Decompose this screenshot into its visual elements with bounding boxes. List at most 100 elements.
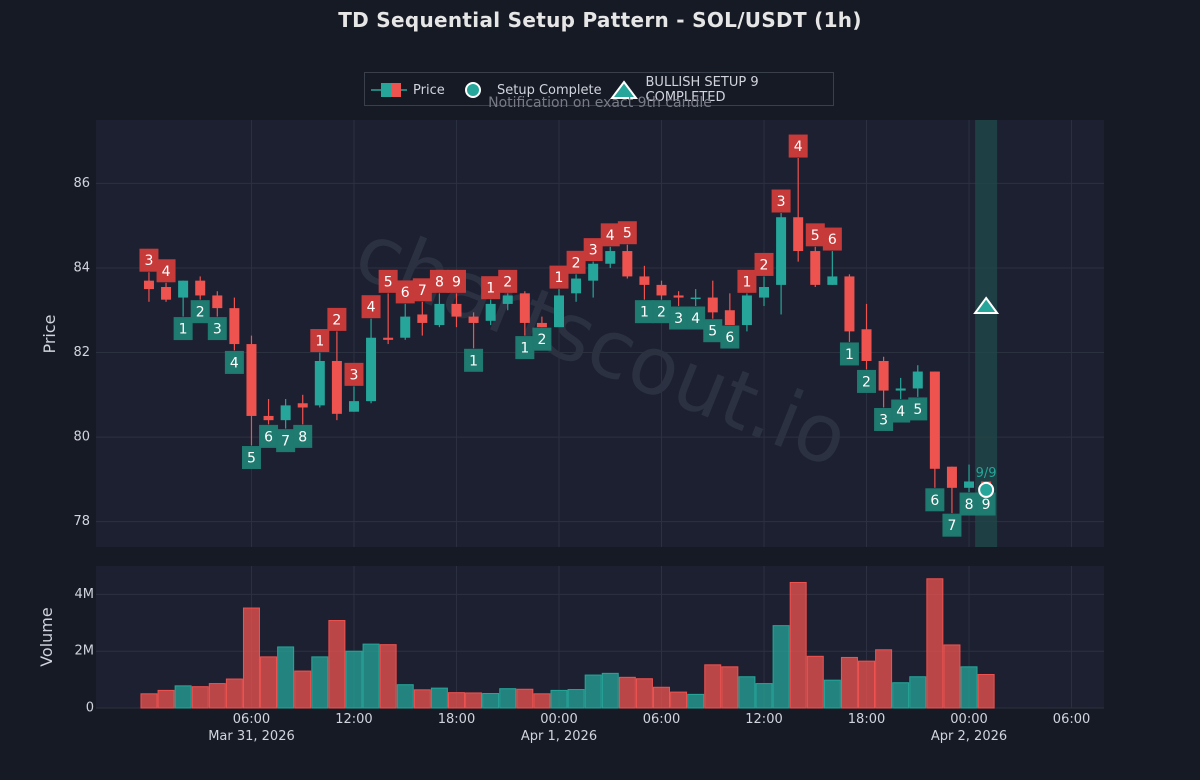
candle-body [143,280,154,290]
td-count-label: 8 [959,492,979,516]
volume-bar [806,655,824,709]
volume-tick-label: 0 [86,701,94,716]
td-count-label: 6 [925,488,945,512]
td-count-label: 1 [481,276,501,300]
td-count-number: 4 [162,264,171,280]
td-count-number: 2 [572,255,581,271]
candle-body [981,481,992,490]
volume-bar [584,674,602,709]
legend-item-setup-complete[interactable]: Setup Complete [461,73,602,107]
td-count-label: 3 [583,238,603,262]
td-count-number: 2 [657,305,666,321]
td-count-number: 9 [982,497,991,513]
td-count-label: 1 [634,300,654,324]
legend-label-price: Price [413,82,445,98]
volume-bar [858,660,876,709]
volume-bar [140,693,158,709]
volume-bar [499,688,517,709]
date-tick-label: Mar 31, 2026 [208,729,295,744]
candle-body [212,295,223,309]
candle-body [810,251,821,285]
td-count-number: 3 [879,412,888,428]
td-count-box [429,269,449,293]
candle-body [605,251,616,264]
volume-tick-label: 2M [75,644,95,659]
td-count-number: 7 [281,434,290,450]
td-count-label: 4 [156,259,176,283]
volume-bar [396,684,414,709]
candle-body [502,295,513,304]
candle-body [861,329,872,361]
volume-bar [550,689,568,709]
td-count-number: 1 [179,322,188,338]
td-count-box [771,189,791,213]
td-count-number: 3 [777,194,786,210]
time-tick-label: 00:00 [950,712,987,727]
candle-body [383,337,394,340]
td-count-label: 2 [566,250,586,274]
td-count-box [412,278,432,302]
candle-body [485,303,496,321]
candle-body [161,286,172,300]
time-tick-label: 18:00 [438,712,475,727]
td-count-label: 3 [771,189,791,213]
td-count-number: 3 [350,367,359,383]
volume-bar [345,650,363,709]
td-count-number: 5 [811,228,820,244]
candle-body [878,360,889,391]
td-count-label: 3 [344,362,364,386]
legend-item-bullish-setup[interactable]: BULLISH SETUP 9 COMPLETED [609,73,833,107]
price-tick-label: 86 [73,176,90,191]
td-count-number: 8 [965,497,974,513]
td-count-box [908,397,928,421]
td-count-box [652,300,672,324]
td-count-box [190,300,210,324]
candle-body [588,263,599,281]
legend-label-setup-complete: Setup Complete [497,82,602,98]
td-count-box [566,250,586,274]
td-count-box [139,248,159,272]
td-count-box [634,300,654,324]
legend-item-price[interactable]: Price [371,73,445,107]
date-tick-label: Apr 2, 2026 [931,729,1007,744]
candle-body [912,371,923,389]
td-count-number: 9 [452,274,461,290]
td-count-box [464,348,484,372]
td-count-number: 6 [725,330,734,346]
volume-bar [328,620,346,709]
td-count-label: 1 [464,348,484,372]
volume-bar [533,693,551,709]
volume-bar [943,644,961,709]
price-tick-label: 78 [73,514,90,529]
time-tick-label: 06:00 [233,712,270,727]
td-count-box [959,492,979,516]
td-count-box [583,238,603,262]
td-count-box [446,269,466,293]
td-count-box [173,317,193,341]
candle-body [297,403,308,408]
td-count-number: 5 [708,324,717,340]
td-count-number: 5 [913,402,922,418]
td-count-box [276,429,296,453]
td-count-number: 5 [623,226,632,242]
td-count-label: 1 [310,329,330,353]
td-count-label: 5 [908,397,928,421]
td-count-number: 4 [606,228,615,244]
td-count-number: 6 [828,232,837,248]
volume-tick-label: 4M [75,587,95,602]
td-count-label: 3 [139,248,159,272]
td-count-number: 1 [742,274,751,290]
candle-body [348,401,359,412]
volume-bar [413,689,431,709]
price-axis-title: Price [40,314,59,353]
circle-marker-icon [465,82,481,98]
candle-body [759,286,770,298]
time-tick-label: 06:00 [643,712,680,727]
td-count-number: 4 [230,355,239,371]
volume-bar [721,666,739,709]
td-count-number: 5 [247,451,256,467]
td-count-number: 8 [298,429,307,445]
td-count-number: 5 [384,274,393,290]
td-count-label: 2 [652,300,672,324]
volume-bar [738,676,756,709]
